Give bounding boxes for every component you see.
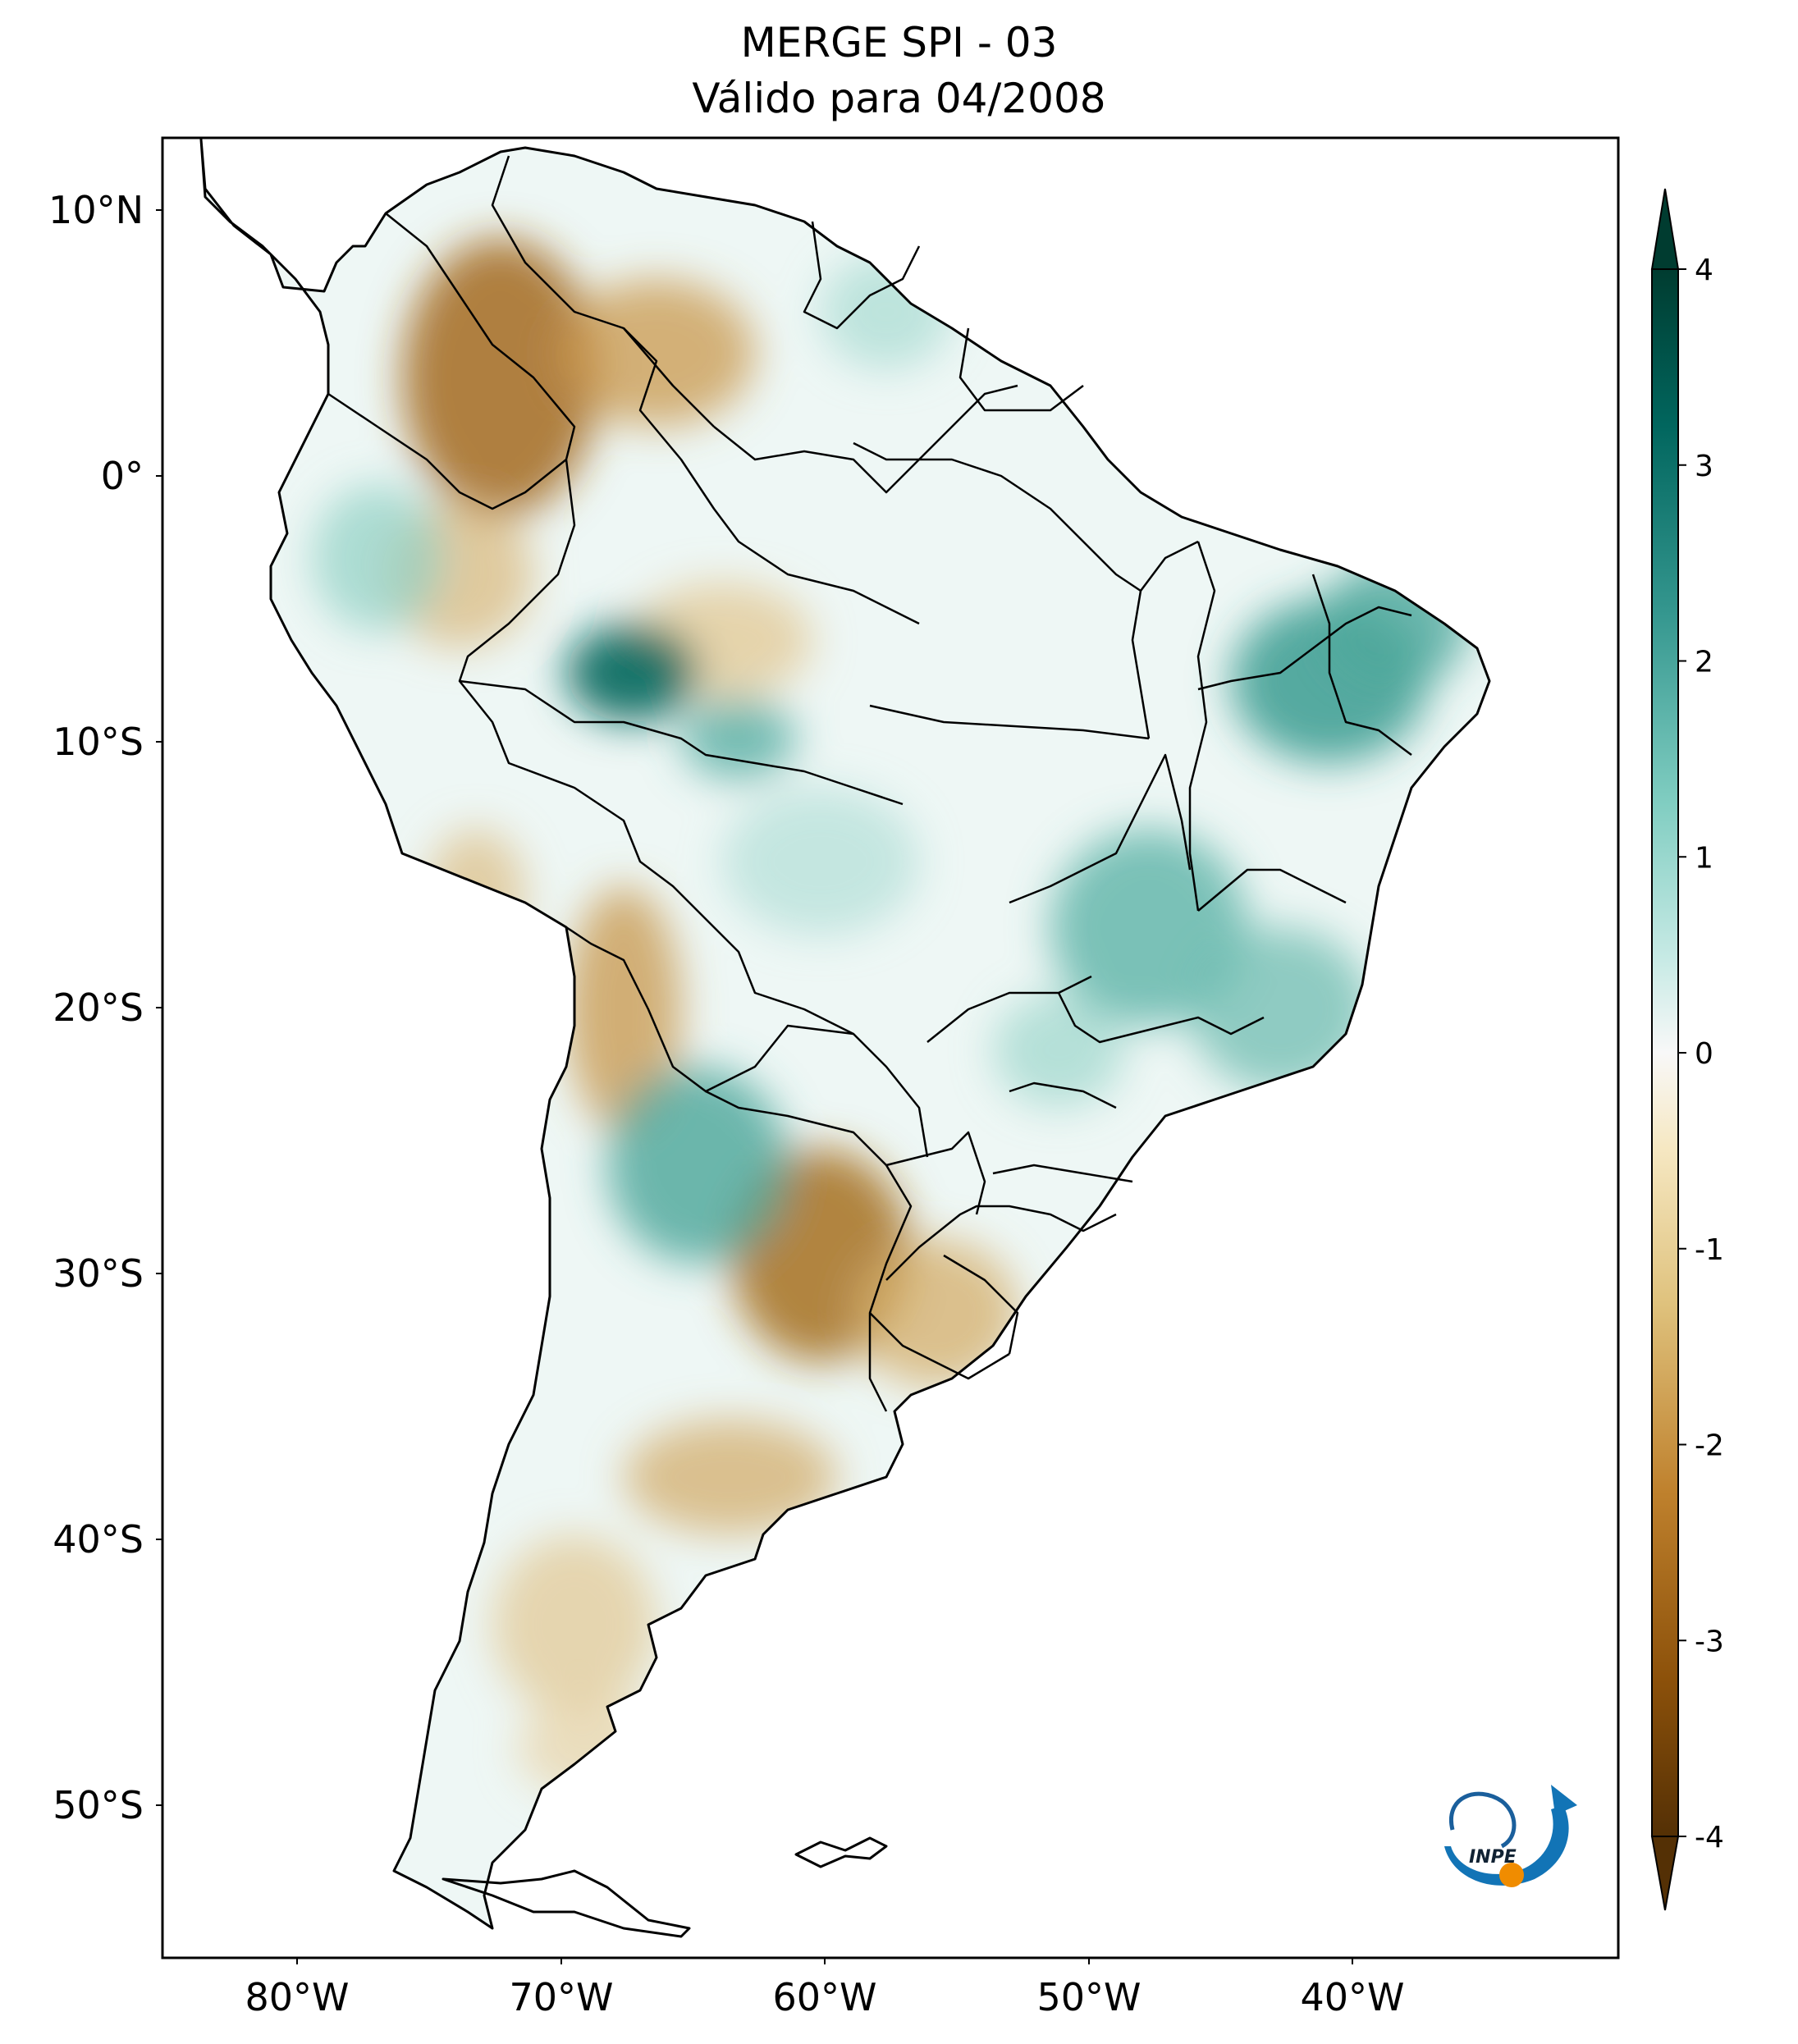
colorbar-body <box>1651 268 1679 1837</box>
falkland-islands <box>794 1836 888 1868</box>
colorbar-top-extension <box>1650 188 1680 270</box>
colorbar-tick-label: -3 <box>1695 1625 1724 1658</box>
lat-label: 0° <box>101 454 144 498</box>
colorbar-tick-label: 1 <box>1695 841 1713 875</box>
colorbar-tick-label: 2 <box>1695 646 1713 679</box>
lat-label: 50°S <box>53 1783 144 1827</box>
lon-label: 40°W <box>1300 1975 1404 2019</box>
continent-outline <box>199 138 1491 1930</box>
colorbar <box>1650 188 1680 1911</box>
axis-ticks <box>156 209 1353 1964</box>
colorbar-tick-label: 0 <box>1695 1037 1713 1071</box>
colorbar-tick-label: 3 <box>1695 450 1713 483</box>
lon-label: 80°W <box>245 1975 349 2019</box>
latitude-labels: 10°N 0° 10°S 20°S 30°S 40°S 50°S <box>48 188 144 1827</box>
lat-label: 10°N <box>48 188 144 232</box>
colorbar-tick-label: 4 <box>1695 254 1713 287</box>
colorbar-tick-label: -4 <box>1695 1821 1724 1854</box>
colorbar-bottom-extension <box>1650 1836 1680 1911</box>
logo-text: INPE <box>1469 1847 1517 1868</box>
lat-label: 40°S <box>53 1517 144 1562</box>
lat-label: 20°S <box>53 985 144 1030</box>
lon-label: 60°W <box>772 1975 876 2019</box>
inpe-logo: INPE <box>1444 1785 1577 1887</box>
colorbar-tick-label: -1 <box>1695 1233 1724 1267</box>
lat-label: 30°S <box>53 1251 144 1296</box>
lon-label: 70°W <box>509 1975 613 2019</box>
map-subtitle: Válido para 04/2008 <box>692 75 1106 122</box>
map-title: MERGE SPI - 03 <box>740 19 1058 66</box>
colorbar-tick-label: -2 <box>1695 1429 1724 1463</box>
lat-label: 10°S <box>53 720 144 764</box>
colorbar-ticks: 4 3 2 1 0 -1 -2 -3 -4 <box>1678 254 1724 1854</box>
country-borders <box>327 155 1412 1412</box>
longitude-labels: 80°W 70°W 60°W 50°W 40°W <box>245 1975 1404 2019</box>
lon-label: 50°W <box>1036 1975 1141 2019</box>
tierra-del-fuego <box>441 1869 691 1938</box>
